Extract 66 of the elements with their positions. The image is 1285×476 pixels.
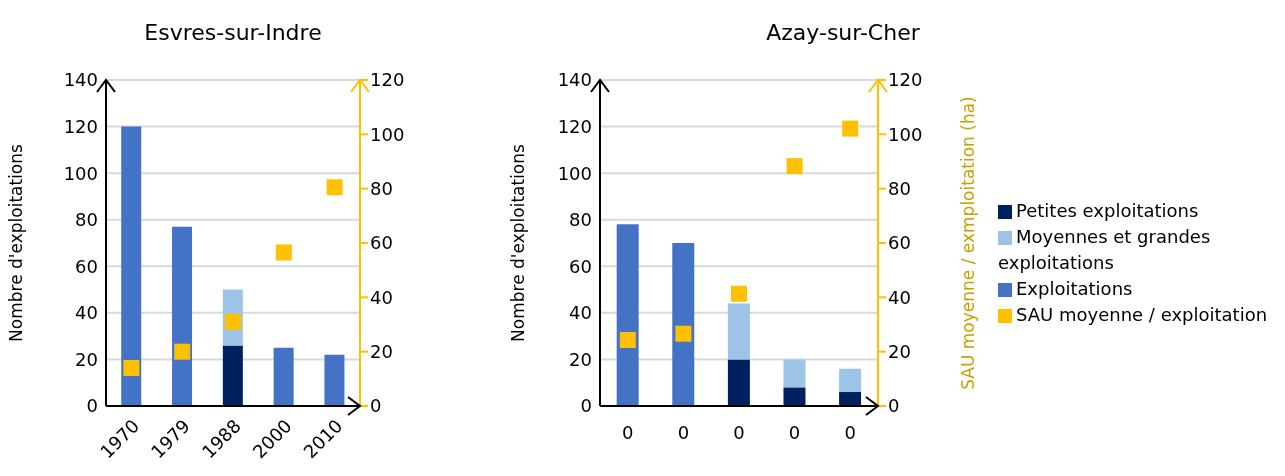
y-tick-label: 60 [75,255,98,277]
y-axis-title: Nombre d'exploitations [6,143,27,342]
y-tick-label: 20 [569,348,592,370]
chart-title: Esvres-sur-Indre [143,19,323,47]
y2-tick-label: 0 [888,395,900,417]
y2-tick-label: 80 [888,178,911,200]
point [123,359,140,376]
y2-tick-label: 40 [370,286,393,308]
y-tick-label: 140 [63,69,98,91]
point [786,158,803,175]
bar [172,226,193,406]
y-tick-label: 80 [569,209,592,231]
y-tick-label: 100 [557,162,592,184]
y-tick-label: 40 [569,302,592,324]
chart-title: Azay-sur-Cher [765,19,921,47]
bar [616,224,639,406]
bar [783,359,806,388]
x-tick-label: 0 [622,421,634,443]
y2-tick-label: 20 [370,341,393,363]
y-tick-label: 120 [557,115,592,137]
bar [273,347,294,406]
point [842,120,859,137]
point [326,179,343,196]
y-tick-label: 140 [557,69,592,91]
y-tick-label: 100 [63,162,98,184]
x-tick-label: 0 [788,421,801,443]
y-tick-label: 40 [75,302,98,324]
bar [121,126,142,406]
y2-tick-label: 60 [370,232,393,254]
y2-tick-label: 40 [888,286,911,308]
bar [783,387,806,406]
point [619,331,636,348]
y-tick-label: 0 [580,395,592,417]
legend-label: Exploitations [1016,278,1133,299]
y-tick-label: 80 [75,209,98,231]
y2-tick-label: 100 [370,123,405,145]
bar [324,354,345,406]
x-tick-label: 0 [844,421,856,443]
point [675,325,692,342]
y2-tick-label: 0 [370,395,382,417]
x-tick-label: 0 [733,421,745,443]
y2-tick-label: 20 [888,341,911,363]
y-tick-label: 0 [86,395,98,417]
bar [839,368,862,393]
legend-label: Moyennes et grandes exploitations [998,226,1211,273]
legend-label: SAU moyenne / exploitation [1016,304,1268,325]
bar [839,392,862,406]
bar [672,243,695,406]
bar [727,359,750,406]
legend-label: Petites exploitations [1016,200,1199,221]
y-tick-label: 60 [569,255,592,277]
y-axis-title: Nombre d'exploitations [508,143,529,342]
y2-tick-label: 120 [888,69,923,91]
point [275,244,292,261]
point [731,285,747,302]
x-tick-label: 0 [677,421,690,443]
y2-tick-label: 60 [888,232,911,254]
y2-tick-label: 120 [370,69,405,91]
y-tick-label: 120 [63,115,98,137]
bar [222,345,243,406]
y-tick-label: 20 [75,348,98,370]
y2-tick-label: 100 [888,123,923,145]
y2-axis-title: SAU moyenne / exmploitation (ha) [958,96,979,390]
point [174,343,191,360]
y2-tick-label: 80 [370,178,393,200]
bar [727,303,750,360]
